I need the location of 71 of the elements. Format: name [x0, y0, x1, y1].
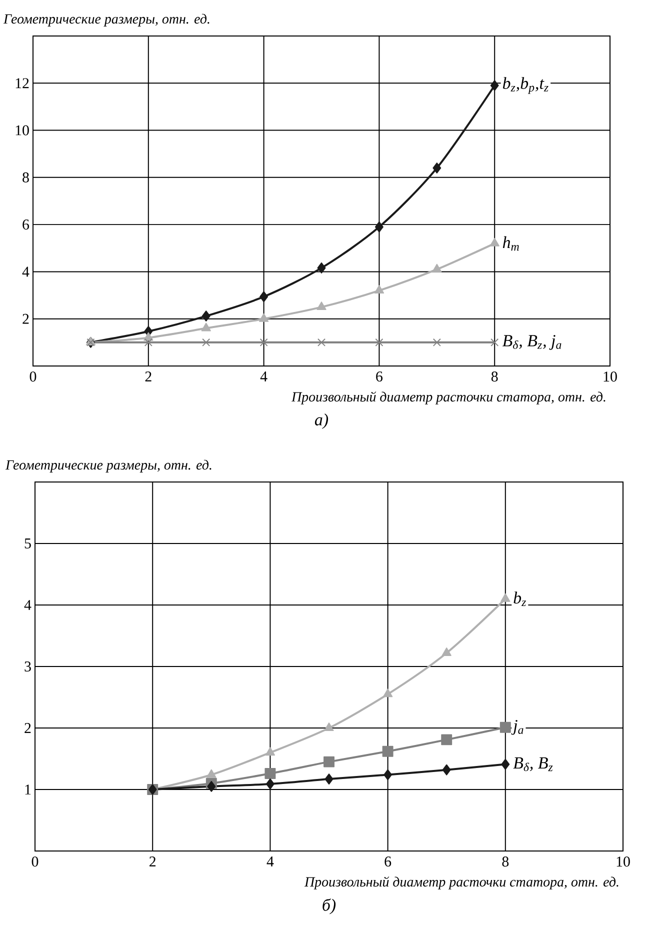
point: [501, 758, 510, 770]
point: [490, 238, 500, 246]
x-tick-label: 4: [260, 372, 268, 382]
point: [500, 593, 510, 602]
point: [201, 322, 211, 332]
x-tick-label: 2: [150, 856, 156, 866]
point: [432, 264, 442, 272]
point: [317, 262, 326, 274]
x-tick-label: 8: [491, 372, 498, 382]
point: [202, 338, 210, 346]
point: [384, 769, 392, 780]
y-tick-label: 2: [24, 723, 31, 733]
text: б): [322, 898, 336, 914]
y-tick-label: 2: [22, 314, 29, 324]
x-tick-label: 6: [376, 372, 382, 382]
y-tick-label: 12: [16, 78, 29, 88]
y-tick-label: 6: [22, 220, 30, 230]
point: [266, 778, 274, 790]
x-axis-title: Произвольный диаметр расточки статора, отн. ед.: [291, 392, 606, 404]
y-tick-label: 10: [16, 125, 29, 136]
point: [207, 780, 216, 792]
y-tick-label: 4: [24, 600, 32, 610]
y-tick-label: 8: [22, 172, 29, 182]
point: [260, 291, 268, 302]
x-tick-label: 2: [145, 372, 152, 382]
series-label: h$_{m}$: [502, 236, 519, 251]
series-label: j$_{a}$: [511, 720, 524, 735]
point: [374, 221, 384, 232]
point: [432, 162, 442, 174]
x-tick-label: 4: [266, 856, 274, 866]
series-label: b$_{z}$: [514, 592, 526, 606]
point: [382, 746, 394, 757]
x-tick-label: 0: [30, 372, 36, 382]
point: [260, 338, 268, 346]
point: [144, 338, 152, 346]
x-axis-title: Произвольный диаметр расточки статора, отн. ед.: [304, 876, 618, 890]
point: [316, 302, 326, 310]
point: [374, 285, 384, 294]
y-tick-label: 1: [25, 784, 31, 794]
point: [206, 769, 216, 778]
point: [258, 313, 269, 322]
x-tick-label: 8: [502, 856, 509, 867]
point: [442, 647, 452, 656]
x-tick-label: 0: [32, 856, 38, 867]
point: [441, 734, 452, 746]
y-axis-title: Геометрические размеры, отн. ед.: [3, 14, 210, 26]
point: [432, 338, 441, 346]
point: [202, 310, 210, 322]
point: [317, 338, 326, 346]
y-tick-label: 3: [24, 661, 31, 672]
point: [264, 768, 276, 779]
point: [442, 764, 451, 776]
point: [324, 756, 334, 768]
point: [382, 688, 393, 698]
point: [324, 722, 334, 731]
point: [324, 774, 334, 785]
text: а): [314, 414, 328, 429]
point: [375, 338, 384, 346]
y-tick-label: 5: [24, 538, 31, 548]
x-tick-label: 10: [604, 372, 617, 382]
series-label: B$_{δ}$, B$_{z}$: [513, 757, 553, 772]
y-tick-label: 4: [22, 266, 30, 277]
point: [500, 722, 511, 733]
x-tick-label: 6: [384, 856, 392, 867]
series-label: b$_{z}$,b$_{р}$,t$_{z}$: [502, 77, 548, 94]
y-axis-title: Геометрические размеры, отн. ед.: [5, 460, 212, 472]
point: [490, 338, 499, 346]
point: [490, 80, 499, 91]
series-label: B$_{δ}$, B$_{z}$, j$_{a}$: [502, 335, 562, 350]
x-tick-label: 10: [616, 856, 630, 867]
point: [265, 747, 276, 756]
